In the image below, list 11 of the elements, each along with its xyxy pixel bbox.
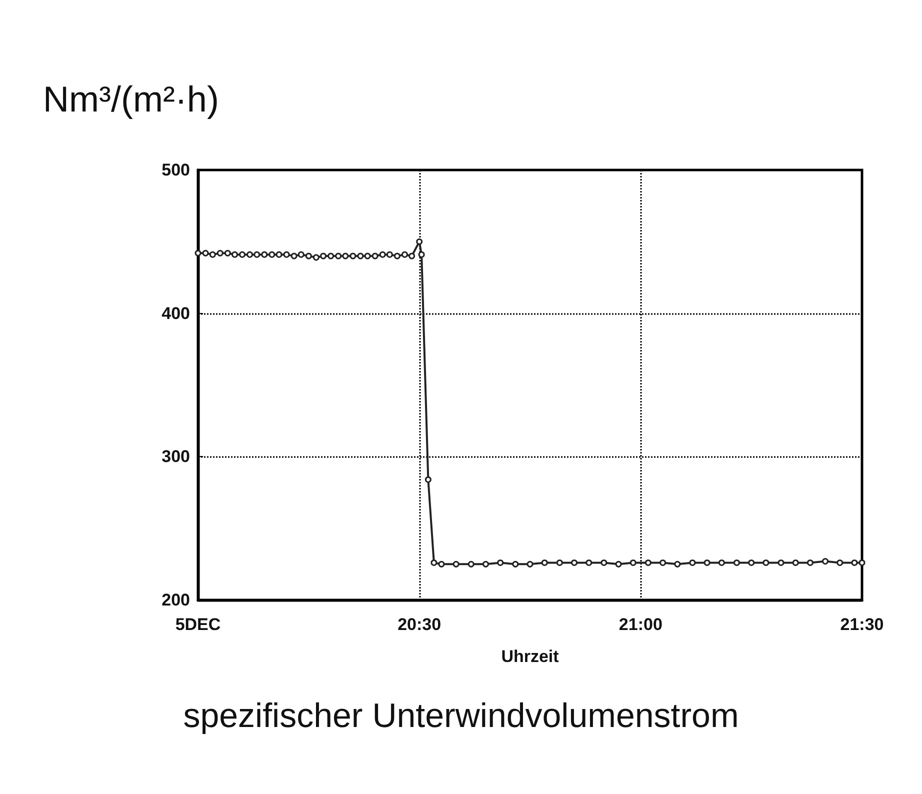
- y-tick-label: 400: [162, 304, 190, 323]
- y-tick-label: 200: [162, 590, 190, 610]
- x-tick-label: 20:30: [398, 615, 442, 634]
- text: spezifischer Unterwindvolumenstrom: [183, 697, 739, 735]
- y-axis-title: Nm³/(m²·h): [43, 78, 219, 120]
- y-tick-label: 500: [162, 160, 190, 180]
- y-tick-label: 300: [162, 447, 190, 466]
- x-axis-title: Uhrzeit: [501, 647, 560, 666]
- x-tick-label: 5DEC: [175, 615, 221, 634]
- x-tick-label: 21:30: [840, 615, 884, 634]
- x-tick-label: 21:00: [618, 615, 662, 634]
